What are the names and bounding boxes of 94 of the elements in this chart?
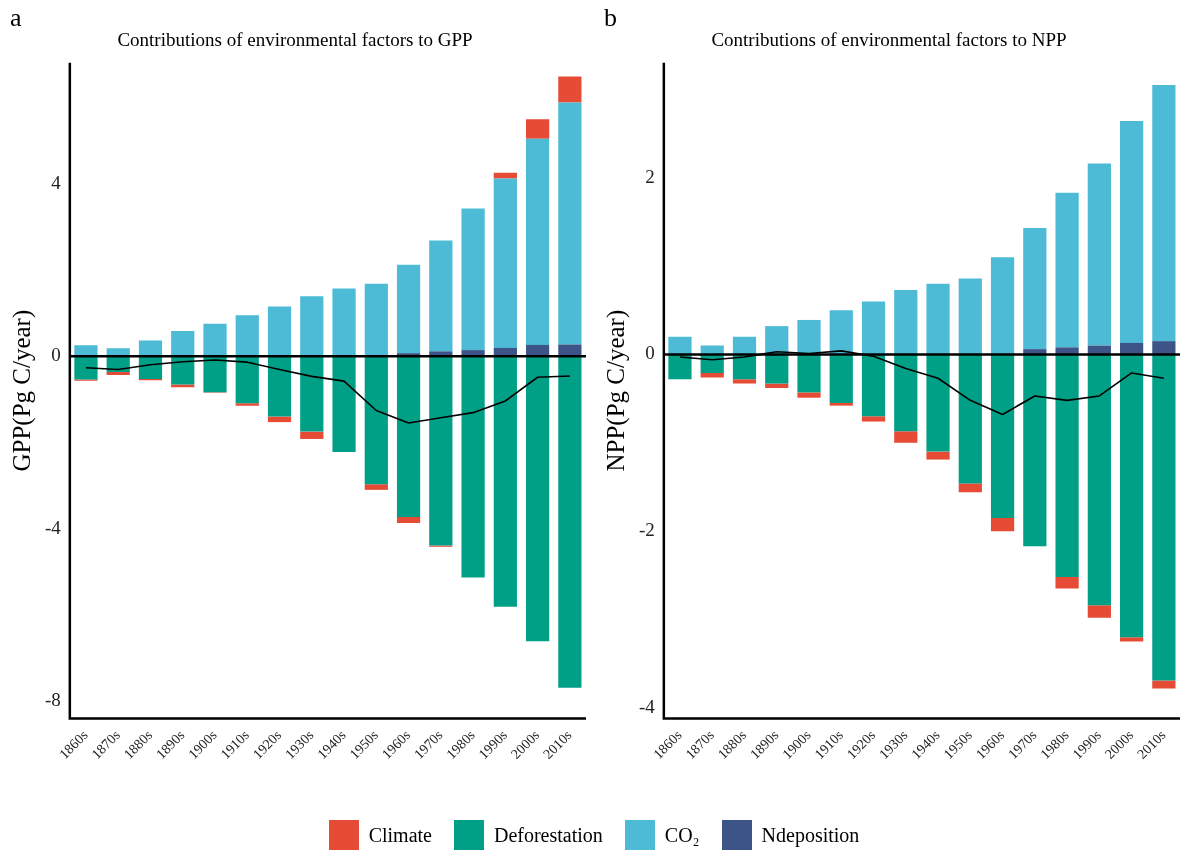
- bar: [926, 283, 950, 355]
- bar: [829, 310, 853, 355]
- legend-label: Deforestation: [493, 823, 603, 847]
- bar: [106, 372, 130, 376]
- bar: [958, 354, 982, 484]
- bar: [526, 119, 550, 139]
- y-tick-label: 0: [645, 342, 655, 364]
- bar: [829, 403, 853, 406]
- bar: [861, 354, 886, 417]
- bar: [396, 517, 421, 524]
- legend-label: Climate: [368, 823, 432, 847]
- bar: [1055, 354, 1079, 578]
- text: a: [10, 2, 22, 32]
- y-tick-label: 2: [645, 165, 655, 187]
- bar: [1152, 354, 1176, 681]
- bar: [797, 392, 821, 398]
- bar: [364, 283, 388, 357]
- bar: [1152, 341, 1176, 355]
- bar: [990, 354, 1015, 518]
- bar: [926, 354, 950, 452]
- bar: [1152, 680, 1176, 689]
- chart-title: Contributions of environmental factors to GPP: [117, 29, 473, 51]
- y-tick-label: 0: [51, 344, 61, 366]
- bar: [461, 356, 485, 578]
- bar: [396, 264, 421, 354]
- bar: [332, 288, 356, 357]
- bar: [300, 296, 324, 357]
- bar: [1023, 354, 1047, 547]
- bar: [765, 354, 789, 384]
- bar: [461, 208, 485, 351]
- bar: [332, 356, 356, 452]
- bar: [429, 240, 453, 352]
- bar: [990, 517, 1015, 532]
- y-axis-title: GPP(Pg C/year): [7, 309, 36, 472]
- bar: [300, 356, 324, 432]
- bar: [235, 315, 259, 357]
- y-tick-label: -4: [639, 695, 656, 717]
- bar: [1152, 84, 1176, 342]
- bar: [558, 76, 582, 103]
- bar: [1087, 163, 1111, 346]
- bar: [364, 356, 388, 485]
- bar: [171, 331, 195, 357]
- bar: [990, 257, 1015, 355]
- bar: [526, 138, 550, 345]
- bar: [235, 356, 259, 404]
- bar: [558, 344, 582, 357]
- y-tick-label: -4: [45, 516, 62, 538]
- bar: [267, 306, 292, 357]
- bar: [429, 356, 453, 546]
- bar: [1119, 354, 1144, 638]
- bar: [958, 483, 982, 493]
- y-tick-label: 4: [51, 171, 62, 193]
- bar: [1023, 228, 1047, 350]
- bar: [171, 356, 195, 385]
- bar: [526, 356, 550, 642]
- y-tick-label: -2: [639, 519, 655, 541]
- bar: [1119, 637, 1144, 642]
- bar: [958, 278, 982, 355]
- bar: [1055, 192, 1079, 348]
- bar: [894, 354, 918, 432]
- legend-label: CO₂: [664, 823, 700, 847]
- bar: [829, 354, 853, 404]
- bar: [74, 356, 98, 380]
- bar: [926, 451, 950, 460]
- bar: [74, 345, 98, 357]
- bar: [364, 484, 388, 490]
- bar: [894, 289, 918, 355]
- bar: [1055, 577, 1079, 589]
- bar: [396, 356, 421, 518]
- bar: [203, 356, 227, 393]
- bar: [235, 403, 259, 406]
- bar: [668, 336, 692, 355]
- bar: [558, 102, 582, 345]
- bar: [861, 301, 886, 355]
- y-axis-title: NPP(Pg C/year): [601, 309, 630, 472]
- bar: [558, 356, 582, 688]
- bar: [797, 354, 821, 393]
- bar: [493, 356, 517, 607]
- bar: [1087, 354, 1111, 606]
- bar: [300, 431, 324, 439]
- chart-title: Contributions of environmental factors to NPP: [711, 29, 1067, 51]
- legend-label: Ndeposition: [761, 823, 860, 847]
- bar: [493, 178, 517, 348]
- bar: [797, 319, 821, 355]
- text: b: [604, 2, 617, 32]
- bar: [861, 416, 886, 422]
- y-tick-label: -8: [45, 689, 61, 711]
- bar: [203, 323, 227, 357]
- bar: [1087, 605, 1111, 618]
- bar: [894, 431, 918, 443]
- bar: [267, 356, 292, 417]
- bar: [732, 379, 757, 384]
- bar: [732, 336, 757, 355]
- bar: [1119, 121, 1144, 343]
